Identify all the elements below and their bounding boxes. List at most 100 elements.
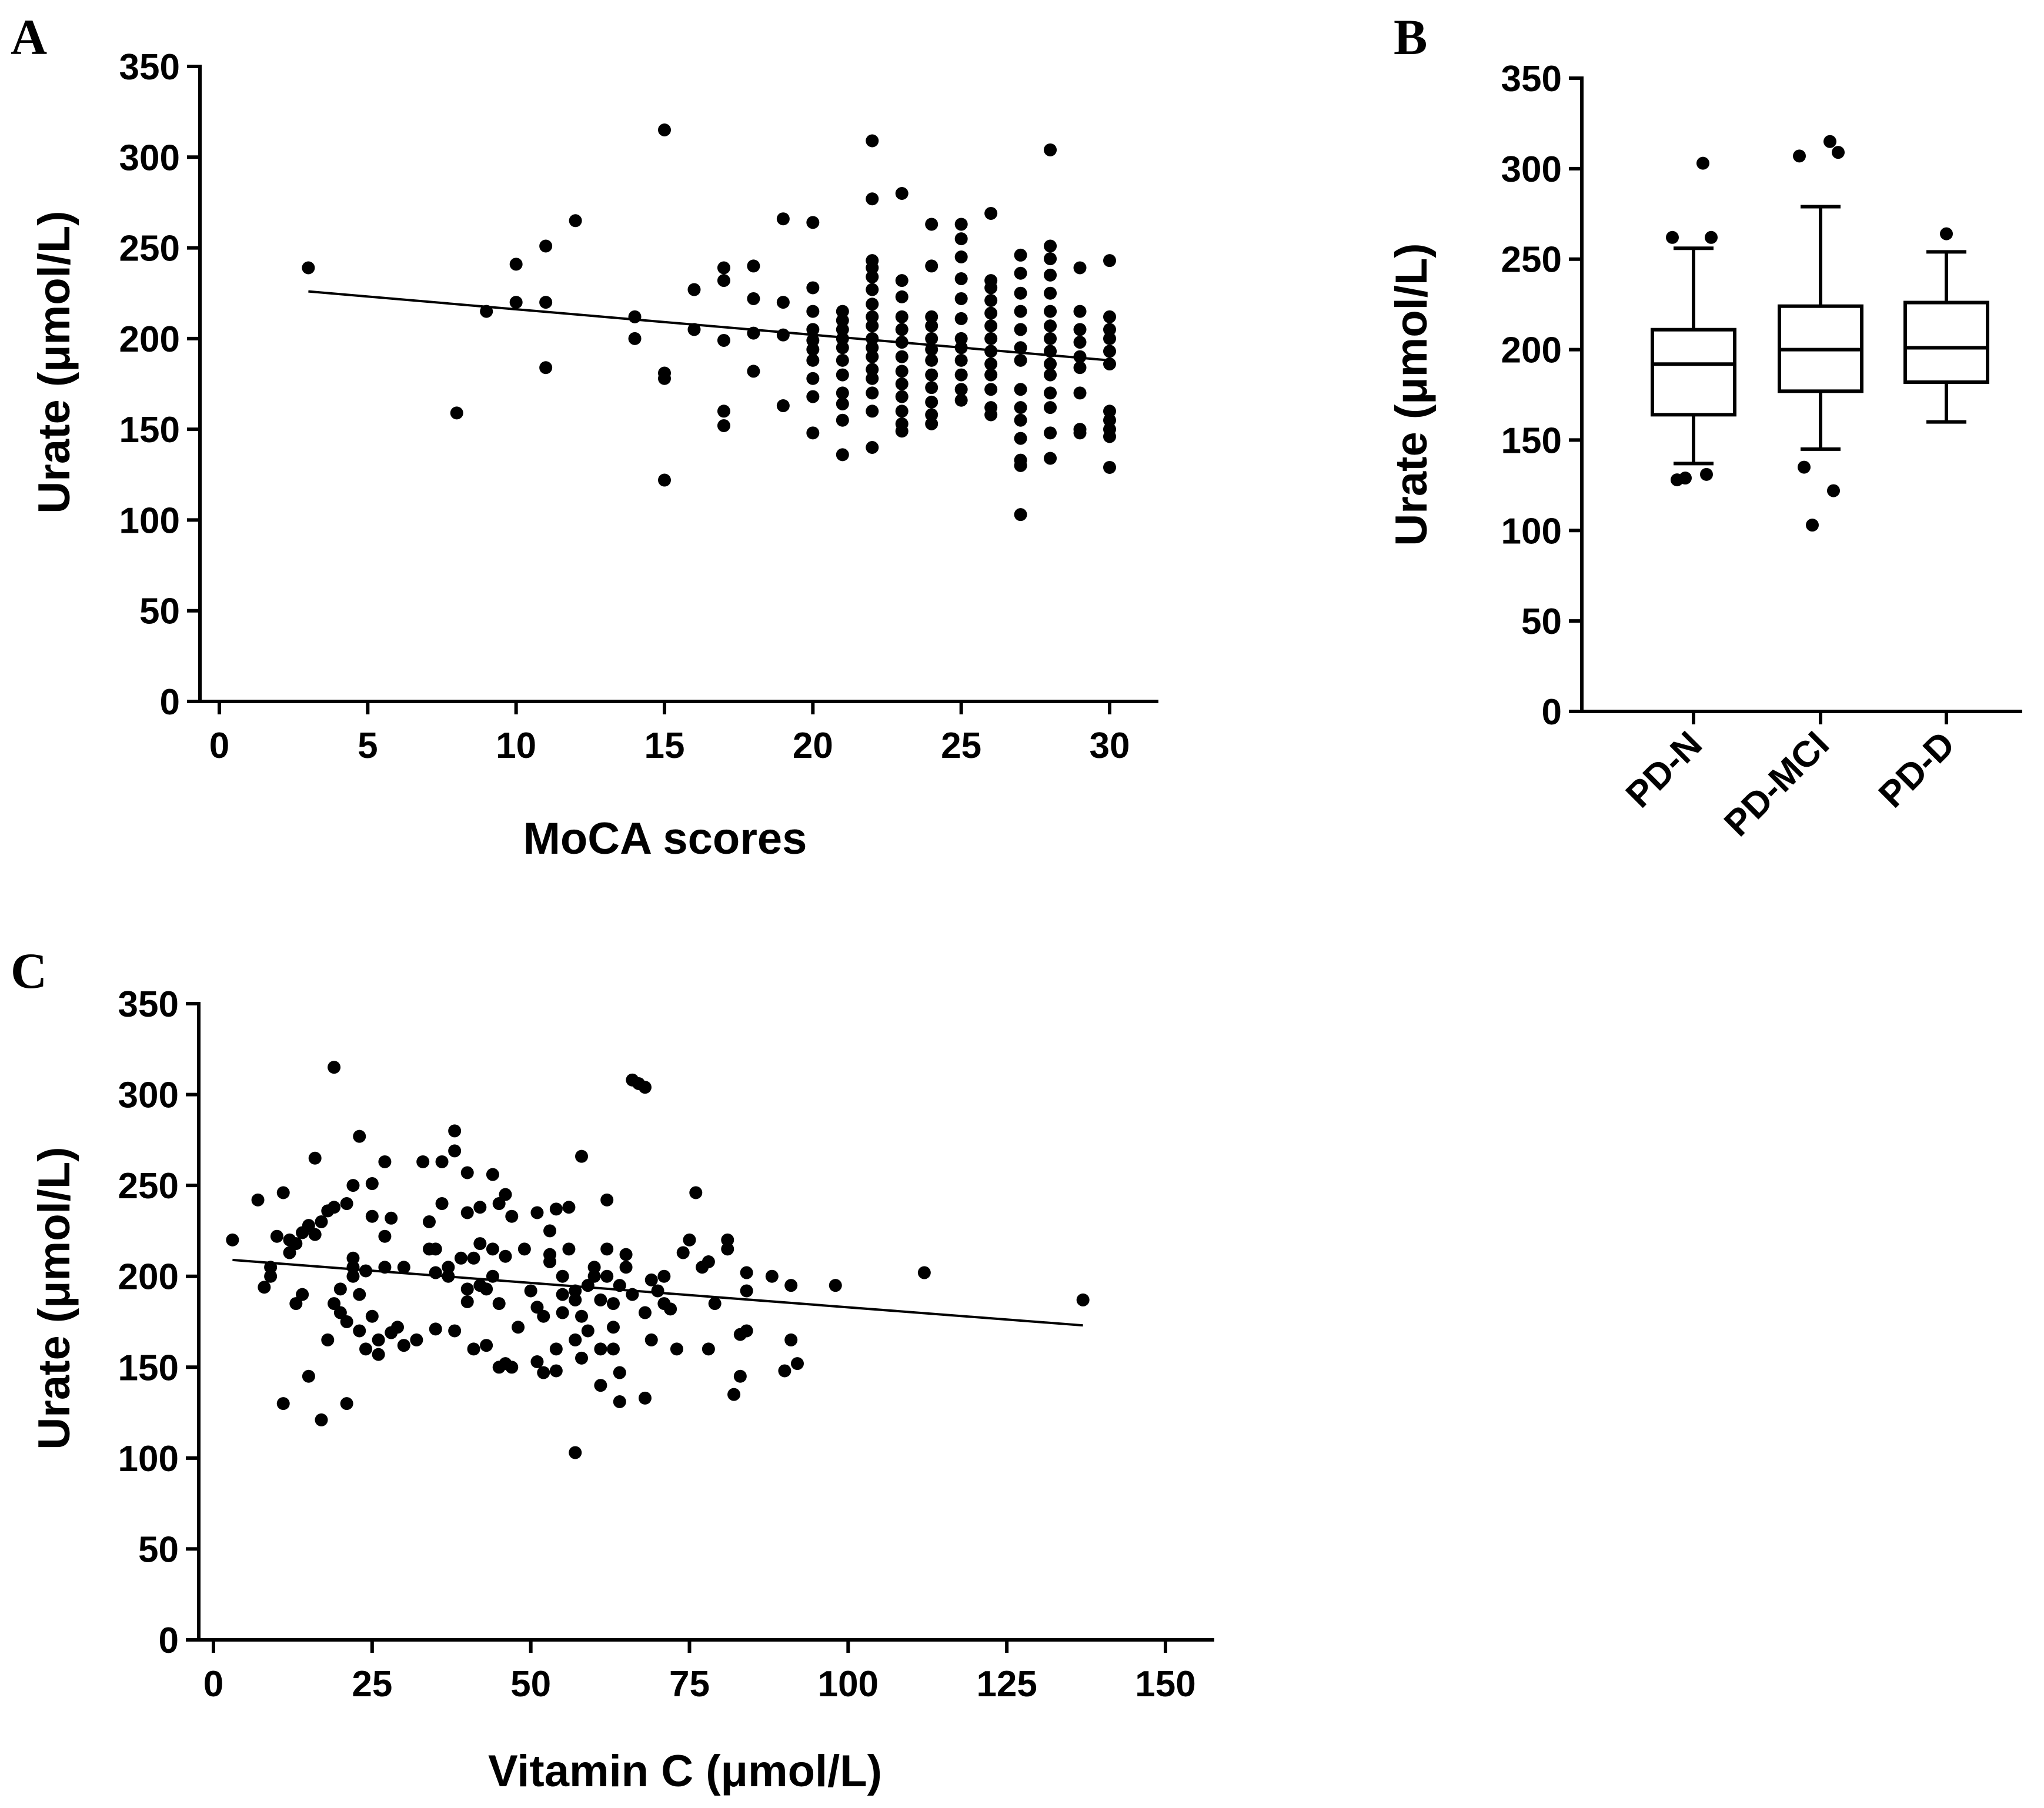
data-point [778, 1364, 791, 1378]
data-point [676, 1246, 690, 1259]
data-point [1014, 432, 1027, 445]
y-tick-label: 0 [1542, 692, 1562, 733]
x-tick-label: 125 [976, 1664, 1037, 1705]
data-point [836, 397, 849, 410]
data-point [866, 298, 879, 311]
data-point [416, 1155, 430, 1168]
data-point [340, 1397, 353, 1411]
data-point [539, 361, 553, 375]
data-point [276, 1397, 290, 1411]
data-point [954, 383, 968, 396]
y-tick-label: 350 [119, 47, 180, 88]
y-tick-label: 150 [118, 1348, 179, 1388]
data-point [460, 1282, 474, 1296]
data-point [600, 1269, 614, 1283]
data-point [836, 314, 849, 327]
data-point [397, 1339, 410, 1352]
y-tick-label: 200 [119, 319, 180, 360]
data-point [1044, 386, 1057, 400]
data-point [562, 1242, 576, 1256]
data-point [628, 332, 642, 345]
data-point [836, 332, 849, 345]
data-point [925, 353, 938, 367]
data-point [784, 1279, 798, 1292]
data-point [600, 1193, 614, 1207]
panel-c-points [226, 1061, 1090, 1459]
data-point [895, 310, 909, 323]
data-point [1014, 459, 1027, 472]
data-point [505, 1209, 519, 1223]
data-point [895, 350, 909, 363]
y-tick-label: 150 [1501, 420, 1562, 461]
data-point [836, 323, 849, 336]
data-point [391, 1321, 405, 1334]
data-point [365, 1209, 379, 1223]
data-point [806, 343, 820, 356]
data-point [581, 1324, 595, 1338]
y-tick-label: 100 [119, 500, 180, 541]
panel-c-y-axis-title: Urate (μmol/L) [29, 1147, 79, 1449]
data-point [1014, 286, 1027, 300]
x-tick-label: 5 [358, 726, 378, 766]
data-point [1014, 413, 1027, 427]
data-point [866, 350, 879, 363]
data-point [925, 259, 938, 273]
x-tick-label: PD-MCI [1716, 724, 1837, 844]
data-point [594, 1293, 607, 1306]
data-point [866, 386, 879, 400]
panel-a-y-axis-title: Urate (μmol/L) [29, 210, 79, 513]
data-point [1073, 305, 1087, 318]
data-point [328, 1201, 341, 1214]
data-point [727, 1388, 741, 1401]
data-point [658, 123, 671, 136]
data-point [1014, 266, 1027, 280]
data-point [450, 406, 463, 420]
data-point [328, 1061, 341, 1074]
data-point [836, 368, 849, 382]
panel-c-regression-line [232, 1258, 1083, 1327]
data-point [539, 296, 553, 309]
data-point [587, 1261, 601, 1274]
data-point [587, 1269, 601, 1283]
data-point [866, 341, 879, 355]
data-point [866, 405, 879, 418]
data-point [422, 1215, 436, 1228]
data-point [717, 274, 730, 288]
data-point [689, 1186, 703, 1199]
x-tick-label: 10 [496, 726, 536, 766]
data-point [549, 1342, 563, 1356]
outlier-point [1696, 156, 1709, 170]
y-tick-label: 300 [119, 138, 180, 178]
data-point [1103, 430, 1116, 443]
panel-b-boxplot: 0 50 100 150 200 250 300 350 PD-N PD-MCI PD-D Urat… [1387, 59, 2022, 844]
data-point [321, 1333, 335, 1346]
data-point [1044, 452, 1057, 465]
data-point [486, 1242, 499, 1256]
data-point [448, 1324, 462, 1338]
data-point [315, 1413, 328, 1426]
data-point [460, 1206, 474, 1219]
data-point [1073, 386, 1087, 400]
y-tick-label: 250 [119, 229, 180, 269]
data-point [866, 372, 879, 385]
data-point [569, 1446, 582, 1459]
data-point [359, 1342, 373, 1356]
y-tick-label: 300 [118, 1075, 179, 1116]
data-point [346, 1269, 360, 1283]
data-point [1073, 323, 1087, 336]
data-point [480, 1339, 493, 1352]
data-point [397, 1261, 410, 1274]
y-tick-label: 50 [1521, 601, 1562, 642]
iqr-box [1651, 327, 1736, 417]
data-point [1073, 361, 1087, 375]
panel-c-scatter: 0 50 100 150 200 250 300 350 0 25 50 75 100 125 150 Vi… [29, 984, 1214, 1796]
data-point [717, 333, 730, 347]
data-point [984, 368, 998, 382]
x-tick-label: 25 [941, 726, 981, 766]
y-tick-label: 150 [119, 410, 180, 450]
outlier-point [1679, 472, 1692, 485]
data-point [747, 259, 760, 273]
data-point [954, 332, 968, 345]
data-point [1014, 323, 1027, 336]
